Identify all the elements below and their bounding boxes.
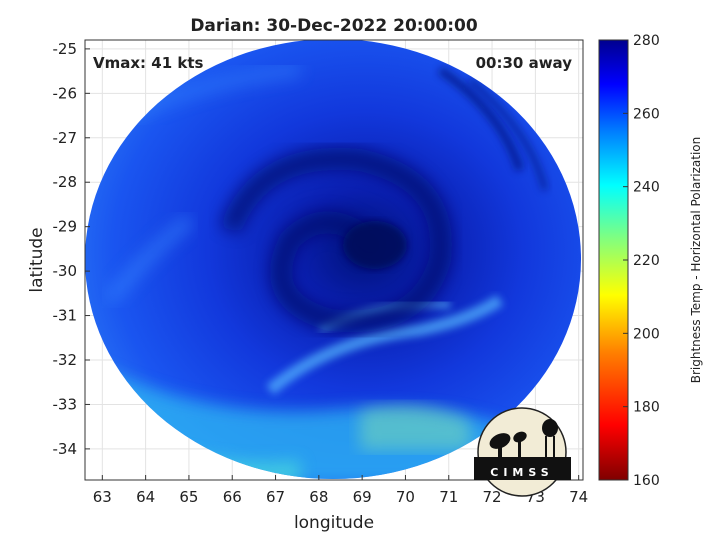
- vmax-annotation: Vmax: 41 kts: [93, 54, 203, 72]
- x-tick-label: 74: [569, 488, 588, 506]
- y-tick-label: -34: [53, 440, 78, 458]
- y-tick-label: -31: [53, 307, 78, 325]
- y-tick-label: -27: [53, 129, 78, 147]
- x-tick-label: 67: [266, 488, 285, 506]
- y-tick-label: -33: [53, 395, 78, 413]
- x-tick-label: 68: [309, 488, 328, 506]
- y-tick-label: -29: [53, 218, 78, 236]
- colorbar-label: Brightness Temp - Horizontal Polarizatio…: [689, 137, 703, 384]
- x-tick-label: 72: [483, 488, 502, 506]
- cimss-logo-text: CIMSS: [490, 466, 553, 479]
- chart-title: Darian: 30-Dec-2022 20:00:00: [190, 16, 478, 36]
- colorbar-tick-label: 280: [633, 33, 660, 49]
- plot-frame: [84, 39, 584, 481]
- x-tick-label: 64: [136, 488, 155, 506]
- x-tick-label: 71: [439, 488, 458, 506]
- x-tick-label: 66: [223, 488, 242, 506]
- y-axis-ticks: -25 -26 -27 -28 -29 -30 -31 -32 -33 -34: [53, 40, 90, 458]
- colorbar-tick-label: 260: [633, 106, 660, 122]
- time-away-annotation: 00:30 away: [476, 54, 573, 72]
- x-tick-label: 69: [353, 488, 372, 506]
- y-tick-label: -30: [53, 262, 78, 280]
- cimss-logo: CIMSS: [474, 407, 571, 497]
- colorbar-tick-label: 240: [633, 180, 660, 196]
- colorbar-tick-label: 160: [633, 473, 660, 489]
- x-tick-label: 65: [179, 488, 198, 506]
- y-tick-label: -32: [53, 351, 78, 369]
- y-tick-label: -28: [53, 173, 78, 191]
- colorbar-ticks: 280 260 240 220 200 180 160: [623, 33, 660, 489]
- y-tick-label: -25: [53, 40, 78, 58]
- x-tick-label: 63: [93, 488, 112, 506]
- y-axis-label: latitude: [27, 227, 47, 292]
- colorbar-tick-label: 220: [633, 253, 660, 269]
- x-tick-label: 70: [396, 488, 415, 506]
- y-tick-label: -26: [53, 84, 78, 102]
- colorbar-tick-label: 180: [633, 400, 660, 416]
- x-axis-label: longitude: [294, 513, 374, 533]
- colorbar-tick-label: 200: [633, 326, 660, 342]
